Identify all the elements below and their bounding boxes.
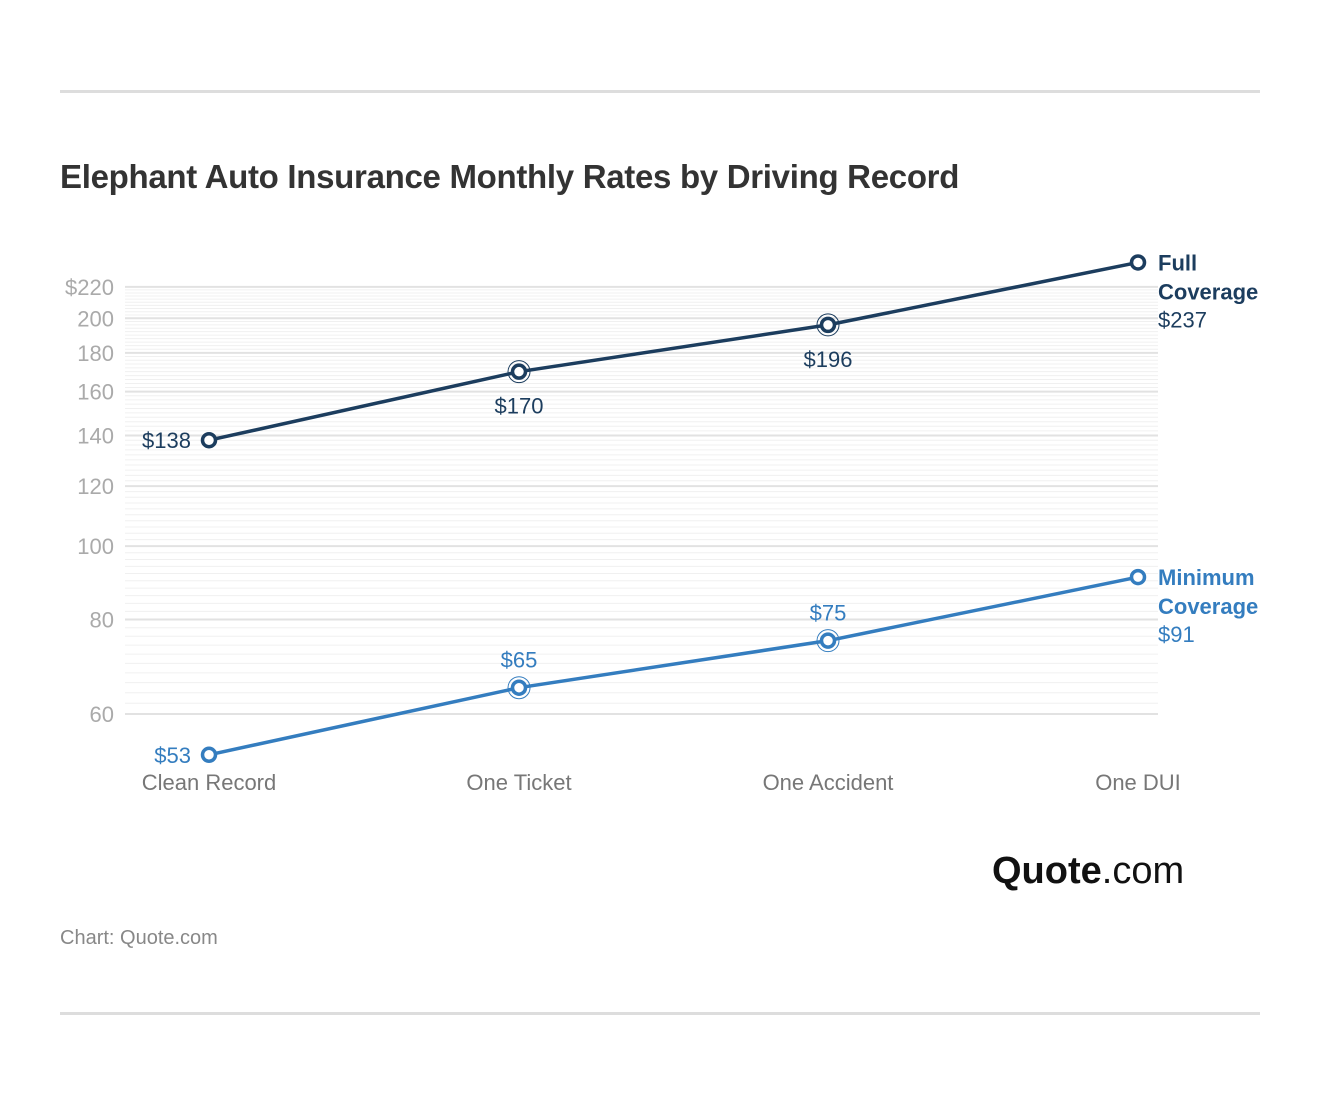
series-name: Full	[1158, 250, 1197, 275]
logo-bold: Quote	[992, 850, 1102, 892]
data-label: $75	[810, 601, 847, 626]
series-name: Minimum	[1158, 565, 1255, 590]
data-label: $91	[1158, 622, 1195, 647]
data-point	[819, 316, 837, 334]
point-halo	[507, 360, 531, 384]
bottom-divider	[60, 1012, 1260, 1015]
quote-logo: Quote.com	[992, 850, 1184, 893]
data-point	[510, 679, 528, 696]
y-tick-label: 60	[90, 702, 114, 727]
y-tick-label: 200	[77, 306, 114, 331]
x-tick-label: Clean Record	[142, 770, 277, 795]
data-label: $170	[495, 394, 544, 419]
data-point	[200, 431, 218, 449]
y-tick-label: 100	[77, 534, 114, 559]
data-label: $65	[501, 648, 538, 673]
point-halo	[816, 629, 840, 653]
y-tick-label: 120	[77, 474, 114, 499]
x-tick-label: One Accident	[763, 770, 894, 795]
series-name: Coverage	[1158, 594, 1258, 619]
data-point	[1129, 568, 1147, 586]
series-name: Coverage	[1158, 279, 1258, 304]
data-label: $138	[142, 428, 191, 453]
data-point	[510, 363, 528, 380]
y-tick-label: $220	[65, 275, 114, 300]
series-line	[208, 260, 1139, 442]
chart-source: Chart: Quote.com	[60, 927, 218, 949]
data-point	[200, 746, 218, 764]
point-halo	[507, 676, 531, 700]
data-label: $53	[154, 743, 191, 768]
top-divider	[60, 90, 1260, 93]
data-label: $196	[804, 347, 853, 372]
data-point	[819, 632, 837, 649]
logo-rest: .com	[1101, 850, 1185, 892]
y-tick-label: 180	[77, 341, 114, 366]
data-label: $237	[1158, 307, 1207, 332]
point-halo	[816, 313, 840, 337]
series-line	[208, 575, 1139, 757]
x-tick-label: One DUI	[1095, 770, 1181, 795]
y-tick-label: 140	[77, 423, 114, 448]
data-point	[1129, 254, 1147, 271]
y-tick-label: 160	[77, 380, 114, 405]
y-tick-label: 80	[90, 607, 114, 632]
chart-title: Elephant Auto Insurance Monthly Rates by…	[60, 158, 960, 195]
x-tick-label: One Ticket	[466, 770, 571, 795]
